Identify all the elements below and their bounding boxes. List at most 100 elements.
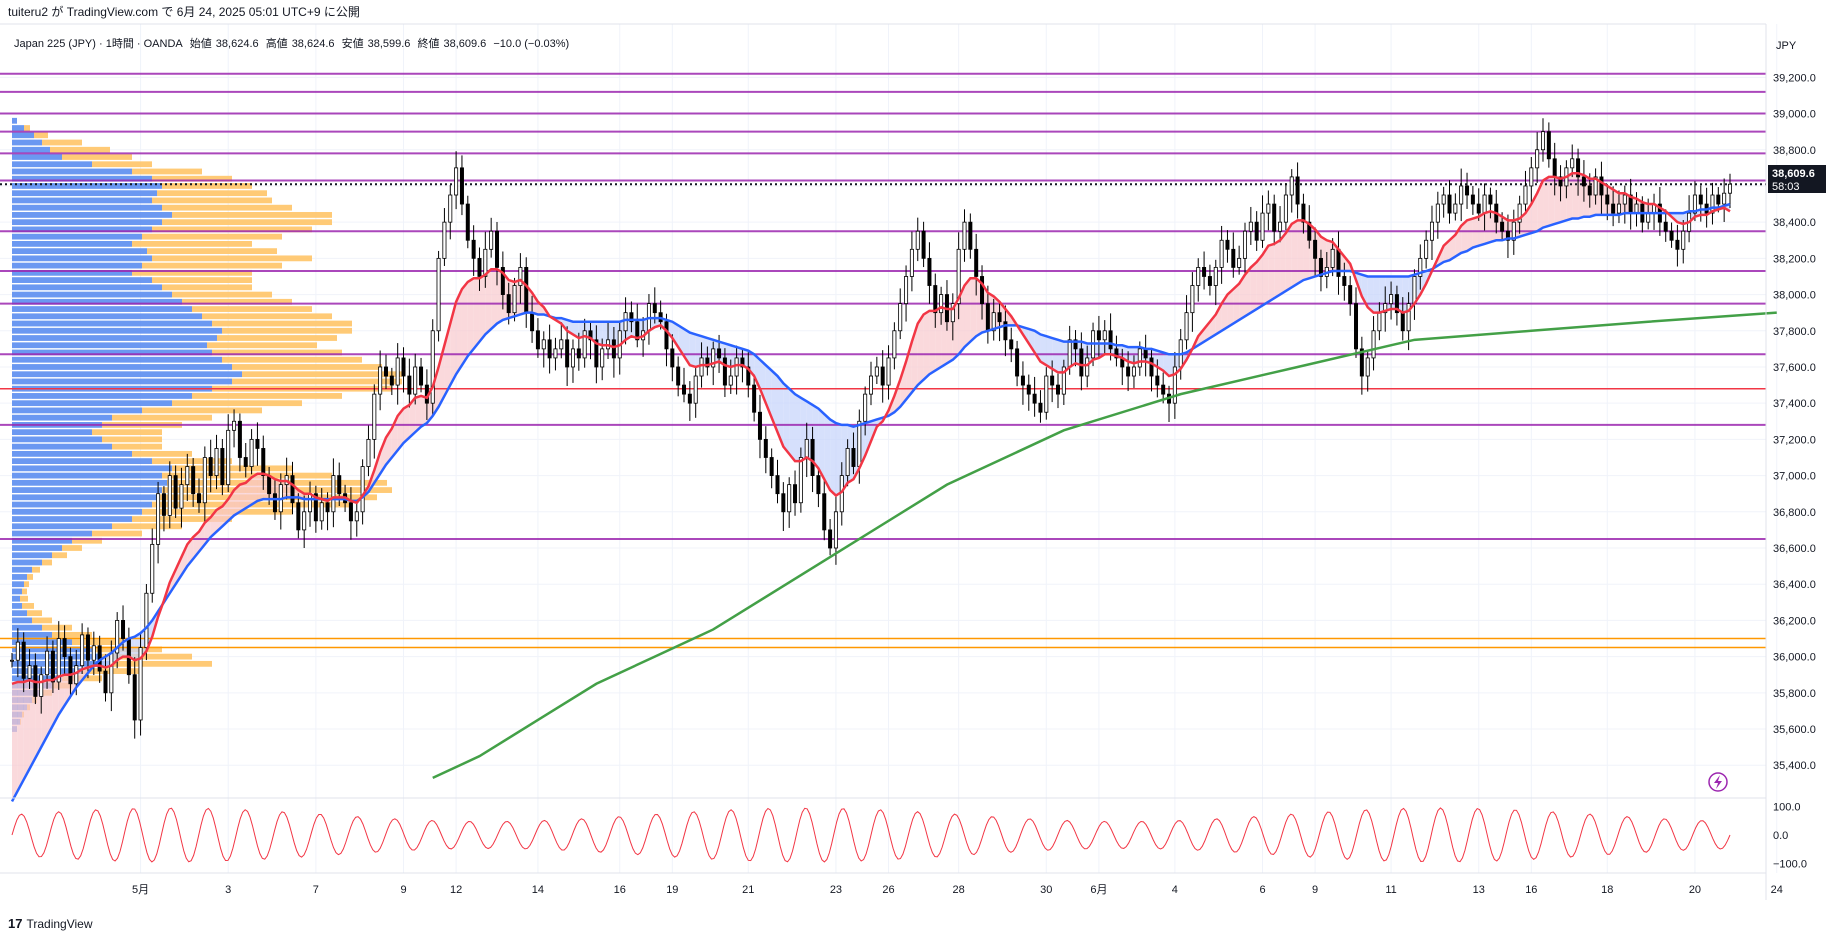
vp-buy-bar bbox=[12, 501, 152, 508]
candle-body bbox=[927, 257, 932, 286]
vp-buy-bar bbox=[12, 291, 172, 298]
candle-body bbox=[1529, 167, 1534, 187]
ema-fill-segment bbox=[1204, 321, 1210, 342]
candle-body bbox=[214, 448, 219, 476]
vp-sell-bar bbox=[152, 458, 232, 465]
y-tick-label: 36,800.0 bbox=[1773, 507, 1816, 519]
vp-sell-bar bbox=[62, 154, 132, 160]
ema-fill-segment bbox=[929, 310, 936, 375]
ema-fill-segment bbox=[1280, 233, 1286, 295]
candle-body bbox=[1389, 294, 1394, 305]
vp-sell-bar bbox=[102, 653, 192, 660]
candle-body bbox=[459, 167, 464, 205]
candle-body bbox=[1248, 221, 1253, 232]
candle-body bbox=[1318, 257, 1323, 277]
vp-buy-bar bbox=[12, 313, 202, 320]
candle-body bbox=[1354, 303, 1359, 350]
ema-fill-segment bbox=[596, 321, 603, 346]
vp-sell-bar bbox=[162, 472, 332, 479]
candle-body bbox=[1681, 230, 1686, 250]
vp-sell-bar bbox=[42, 559, 52, 566]
footer: 17 TradingView bbox=[8, 916, 93, 931]
ema-fill-segment bbox=[964, 278, 971, 348]
candle-body bbox=[1616, 203, 1621, 214]
oscillator-line bbox=[11, 807, 1731, 863]
candle-body bbox=[208, 457, 213, 476]
y-tick-label: 38,400.0 bbox=[1773, 217, 1816, 229]
ema-fill-segment bbox=[467, 278, 474, 357]
x-tick-label: 4 bbox=[1172, 884, 1178, 896]
lightning-icon[interactable] bbox=[1708, 772, 1728, 792]
candle-body bbox=[904, 276, 909, 305]
vp-sell-bar bbox=[142, 233, 282, 240]
candle-body bbox=[156, 493, 161, 545]
vp-buy-bar bbox=[12, 436, 102, 443]
ema-fill-segment bbox=[1420, 271, 1427, 295]
candle-body bbox=[1377, 312, 1382, 332]
candle-body bbox=[886, 357, 891, 386]
candle-body bbox=[243, 457, 248, 467]
candle-body bbox=[1459, 185, 1464, 205]
vp-sell-bar bbox=[207, 342, 317, 349]
candle-body bbox=[1488, 194, 1493, 205]
ema-fill-segment bbox=[1274, 240, 1281, 299]
candle-body bbox=[1330, 248, 1335, 268]
candle-body bbox=[565, 339, 570, 368]
candle-body bbox=[1254, 221, 1259, 241]
candle-body bbox=[9, 659, 14, 662]
candle-body bbox=[383, 366, 388, 377]
y-tick-label: 38,000.0 bbox=[1773, 290, 1816, 302]
candle-body bbox=[1207, 276, 1212, 286]
grid bbox=[0, 24, 1778, 873]
vp-sell-bar bbox=[222, 356, 362, 363]
vp-buy-bar bbox=[12, 523, 112, 530]
green-sma-line bbox=[432, 311, 1777, 780]
vp-buy-bar bbox=[12, 269, 132, 276]
x-tick-label: 11 bbox=[1385, 884, 1396, 896]
candle-body bbox=[395, 357, 400, 386]
vp-sell-bar bbox=[32, 566, 40, 573]
candle-body bbox=[220, 448, 225, 486]
ema-fill-segment bbox=[1373, 276, 1380, 313]
vp-buy-bar bbox=[12, 443, 112, 450]
candle-body bbox=[1266, 203, 1271, 214]
candle-body bbox=[419, 366, 424, 386]
ema-fill-segment bbox=[759, 359, 766, 404]
vp-buy-bar bbox=[12, 320, 212, 327]
candle-body bbox=[874, 366, 879, 377]
change-value: −10.0 (−0.03%) bbox=[493, 38, 570, 50]
candle-body bbox=[752, 384, 757, 413]
vp-buy-bar bbox=[12, 465, 172, 472]
tradingview-logo-icon: 17 bbox=[8, 916, 23, 931]
candle-body bbox=[1692, 194, 1697, 214]
vp-buy-bar bbox=[12, 458, 152, 465]
vp-sell-bar bbox=[112, 414, 212, 421]
candle-body bbox=[1394, 294, 1399, 314]
axes: 39,200.039,000.038,800.038,600.038,400.0… bbox=[0, 23, 1816, 900]
ema-fill-segment bbox=[234, 484, 240, 516]
ema-fill-segment bbox=[1285, 223, 1292, 291]
candle-body bbox=[1576, 158, 1581, 178]
candle-body bbox=[1073, 339, 1078, 350]
candle-body bbox=[980, 276, 985, 305]
candle-body bbox=[1020, 375, 1025, 386]
candle-body bbox=[331, 475, 336, 513]
ema-fill-segment bbox=[409, 397, 416, 438]
y-tick-label: 38,200.0 bbox=[1773, 253, 1816, 265]
ema-fill-segment bbox=[1449, 234, 1456, 261]
ema-fill-segment bbox=[1467, 218, 1473, 252]
vp-buy-bar bbox=[12, 617, 32, 624]
x-tick-label: 16 bbox=[1525, 884, 1537, 896]
candle-body bbox=[1050, 375, 1055, 386]
ema-fill-segment bbox=[923, 310, 930, 380]
vp-sell-bar bbox=[147, 248, 277, 255]
candle-body bbox=[39, 674, 44, 697]
candle-body bbox=[1511, 221, 1516, 241]
candle-body bbox=[541, 339, 546, 350]
candle-body bbox=[746, 366, 751, 386]
candle-body bbox=[1558, 176, 1563, 187]
ema-fill-segment bbox=[216, 506, 223, 532]
candle-body bbox=[968, 221, 973, 250]
vp-buy-bar bbox=[12, 559, 42, 566]
